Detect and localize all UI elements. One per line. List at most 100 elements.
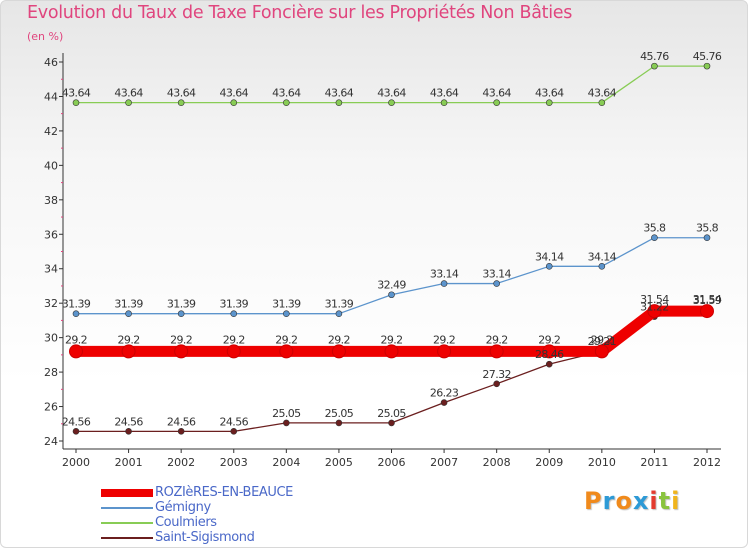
- data-point-saint-sigismond-2000: [72, 428, 80, 435]
- data-label-rozieres-en-beauce-2006: 29.2: [380, 333, 402, 346]
- logo-letter: i: [671, 487, 681, 515]
- logo-letter: r: [602, 487, 616, 515]
- data-label-saint-sigismond-2008: 27.32: [482, 368, 511, 381]
- data-label-coulmiers-2007: 43.64: [430, 87, 459, 100]
- data-point-rozieres-en-beauce-2003: [226, 344, 241, 359]
- data-label-gemigny-2010: 34.14: [588, 250, 617, 263]
- data-label-rozieres-en-beauce-2008: 29.2: [486, 333, 508, 346]
- y-tick-label-28: 28: [44, 366, 58, 379]
- data-label-saint-sigismond-2001: 24.56: [114, 415, 143, 428]
- data-point-rozieres-en-beauce-2008: [489, 344, 504, 359]
- data-point-rozieres-en-beauce-2000: [69, 344, 83, 359]
- data-point-saint-sigismond-2009: [545, 360, 553, 368]
- y-tick-label-34: 34: [44, 263, 58, 276]
- y-tick-label-38: 38: [44, 194, 58, 207]
- y-tick-label-32: 32: [44, 297, 58, 310]
- logo-letter: i: [649, 487, 659, 515]
- logo-letter: x: [632, 487, 650, 515]
- chart-title: Evolution du Taux de Taxe Foncière sur l…: [27, 3, 573, 23]
- y-tick-label-36: 36: [44, 228, 58, 241]
- data-point-saint-sigismond-2002: [177, 428, 185, 435]
- data-point-rozieres-en-beauce-2004: [279, 344, 294, 359]
- data-point-coulmiers-2001: [125, 99, 132, 106]
- data-point-coulmiers-2010: [598, 99, 606, 106]
- data-point-coulmiers-2006: [388, 99, 395, 106]
- y-tick-label-26: 26: [44, 401, 58, 414]
- data-label-rozieres-en-beauce-2004: 29.2: [275, 333, 297, 346]
- data-label-gemigny-2000: 31.39: [62, 298, 91, 311]
- data-point-coulmiers-2009: [545, 99, 553, 106]
- data-label-rozieres-en-beauce-2007: 29.2: [433, 333, 455, 346]
- data-point-rozieres-en-beauce-2002: [174, 344, 189, 359]
- data-point-gemigny-2008: [493, 280, 500, 287]
- y-tick-label-42: 42: [44, 125, 58, 138]
- data-point-coulmiers-2005: [335, 99, 343, 106]
- legend-swatch-rozieres-en-beauce: [101, 489, 153, 497]
- x-tick-label-2010: 2010: [588, 456, 616, 469]
- data-label-rozieres-en-beauce-2001: 29.2: [118, 333, 140, 346]
- x-tick-label-2008: 2008: [483, 456, 511, 469]
- data-label-coulmiers-2003: 43.64: [220, 87, 249, 100]
- data-label-rozieres-en-beauce-2000: 29.2: [65, 333, 87, 346]
- data-label-rozieres-en-beauce-2005: 29.2: [328, 333, 350, 346]
- x-tick-label-2004: 2004: [272, 456, 300, 469]
- legend-swatch-coulmiers: [101, 522, 153, 524]
- data-label-gemigny-2008: 33.14: [482, 268, 511, 281]
- data-label-saint-sigismond-2006: 25.05: [377, 407, 406, 420]
- x-tick-label-2007: 2007: [430, 456, 458, 469]
- data-point-gemigny-2002: [177, 310, 185, 317]
- legend-swatch-saint-sigismond: [101, 537, 153, 539]
- data-point-coulmiers-2011: [651, 62, 658, 70]
- data-point-saint-sigismond-2001: [125, 428, 132, 435]
- data-label-saint-sigismond-2000: 24.56: [62, 415, 91, 428]
- data-label-coulmiers-2000: 43.64: [62, 87, 91, 100]
- x-tick-label-2011: 2011: [640, 456, 668, 469]
- data-point-coulmiers-2003: [230, 99, 238, 106]
- y-tick-label-40: 40: [44, 159, 58, 172]
- data-point-gemigny-2003: [230, 310, 238, 317]
- data-point-coulmiers-2004: [283, 99, 290, 106]
- data-label-gemigny-2004: 31.39: [272, 298, 301, 311]
- data-label-saint-sigismond-2009: 28.46: [535, 348, 564, 361]
- data-point-rozieres-en-beauce-2006: [384, 344, 399, 359]
- data-point-rozieres-en-beauce-2009: [542, 344, 557, 359]
- legend-label-rozieres-en-beauce: ROZIèRES-EN-BEAUCE: [155, 485, 293, 500]
- data-point-saint-sigismond-2004: [283, 419, 290, 427]
- y-tick-label-46: 46: [44, 56, 58, 69]
- data-label-coulmiers-2012: 45.76: [693, 50, 722, 63]
- data-label-coulmiers-2010: 43.64: [588, 87, 617, 100]
- data-label-saint-sigismond-2004: 25.05: [272, 407, 301, 420]
- data-label-gemigny-2012: 35.8: [696, 222, 719, 235]
- data-label-coulmiers-2001: 43.64: [114, 87, 143, 100]
- data-point-coulmiers-2008: [493, 99, 500, 106]
- data-label-gemigny-2006: 32.49: [377, 279, 406, 292]
- data-label-gemigny-2002: 31.39: [167, 298, 196, 311]
- data-label-rozieres-en-beauce-2003: 29.2: [223, 333, 245, 346]
- data-label-gemigny-2001: 31.39: [114, 298, 143, 311]
- data-label-coulmiers-2006: 43.64: [377, 87, 406, 100]
- data-label-saint-sigismond-2002: 24.56: [167, 415, 196, 428]
- legend-label-gemigny: Gémigny: [155, 500, 211, 515]
- x-tick-label-2003: 2003: [220, 456, 248, 469]
- x-tick-label-2002: 2002: [167, 456, 195, 469]
- logo-letter: o: [615, 487, 633, 515]
- data-point-gemigny-2009: [545, 263, 553, 270]
- data-label-rozieres-en-beauce-2011: 31.54: [640, 293, 669, 306]
- data-label-gemigny-2003: 31.39: [220, 298, 249, 311]
- data-point-rozieres-en-beauce-2012: [700, 304, 714, 319]
- data-point-gemigny-2006: [388, 291, 395, 299]
- x-tick-label-2009: 2009: [535, 456, 563, 469]
- y-tick-label-24: 24: [44, 435, 58, 448]
- data-point-coulmiers-2000: [72, 99, 80, 106]
- data-label-rozieres-en-beauce-2012: 31.54: [693, 293, 722, 306]
- data-point-rozieres-en-beauce-2001: [121, 344, 136, 359]
- data-point-gemigny-2000: [72, 310, 80, 317]
- data-point-gemigny-2011: [651, 234, 658, 242]
- data-point-saint-sigismond-2006: [388, 419, 395, 427]
- data-point-gemigny-2010: [598, 263, 606, 270]
- logo-letter: P: [584, 487, 603, 515]
- data-point-rozieres-en-beauce-2005: [331, 344, 346, 359]
- data-point-gemigny-2005: [335, 310, 343, 317]
